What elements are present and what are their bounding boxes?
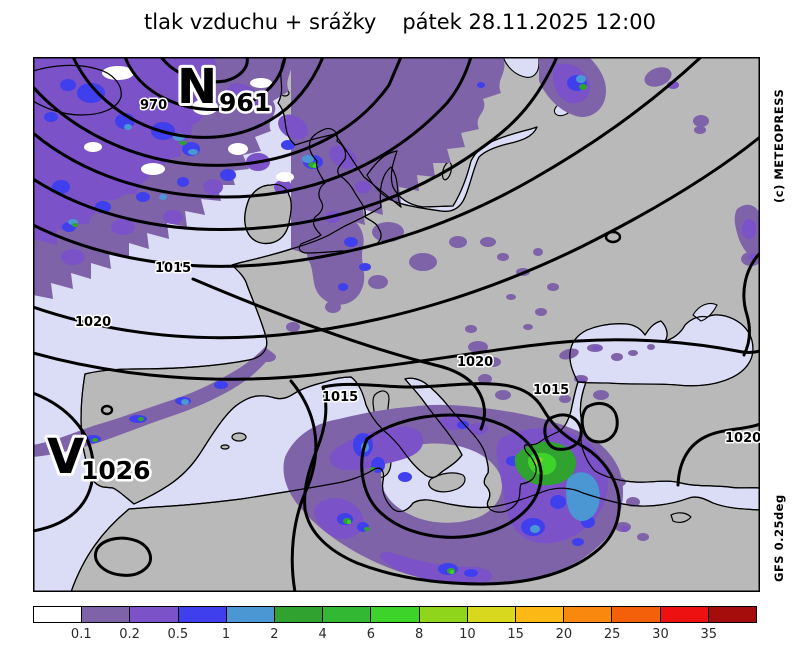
island-ibiza — [220, 444, 230, 450]
isobar — [33, 57, 473, 199]
isobar-label: 1015 — [155, 261, 191, 276]
isobar — [123, 57, 287, 112]
island-mallorca — [231, 432, 247, 442]
colorbar-tick-label: 0.2 — [119, 627, 140, 642]
isobar — [604, 230, 622, 244]
colorbar-tick-label: 4 — [318, 627, 327, 642]
title-datetime: pátek 28.11.2025 12:00 — [402, 10, 656, 34]
isobar-label: 1020 — [457, 355, 493, 370]
isobar — [360, 413, 543, 539]
title-variable: tlak vzduchu + srážky — [144, 10, 377, 34]
colorbar-segment — [516, 607, 565, 622]
colorbar-tick-label: 10 — [459, 627, 476, 642]
colorbar-segment — [660, 607, 709, 622]
isobar — [676, 422, 760, 487]
precip-colorbar-labels: 0.1 0.2 0.5 1 2 4 6 8 10 15 20 25 30 35 — [33, 627, 757, 645]
isobar-label: 1015 — [322, 390, 358, 405]
precip-level-6 — [312, 164, 557, 574]
colorbar-tick-label: 0.1 — [70, 627, 92, 642]
colorbar-segment — [371, 607, 420, 622]
isobar — [33, 135, 760, 340]
colorbar-segment — [34, 607, 83, 622]
colorbar-tick-label: 0.5 — [167, 627, 189, 642]
island-cyprus — [670, 512, 692, 523]
isobar — [33, 57, 703, 268]
colorbar-segment — [708, 607, 757, 622]
colorbar-segment — [612, 607, 661, 622]
copyright-label: (c) METEOPRESS — [772, 88, 786, 203]
isobar — [303, 382, 621, 586]
chart-title: tlak vzduchu + srážky pátek 28.11.2025 12… — [0, 10, 800, 34]
colorbar-segment — [82, 607, 131, 622]
colorbar-tick-label: 30 — [652, 627, 669, 642]
model-label: GFS 0.25deg — [772, 494, 786, 582]
isobar — [100, 404, 114, 416]
isobar-lines — [33, 57, 760, 592]
isobar — [159, 57, 249, 84]
colorbar-segment — [323, 607, 372, 622]
colorbar-tick-label: 2 — [270, 627, 279, 642]
isobar — [71, 57, 325, 139]
isobar — [33, 391, 95, 533]
colorbar-segment — [564, 607, 613, 622]
isobar — [543, 413, 583, 451]
colorbar-tick-label: 20 — [555, 627, 573, 642]
colorbar-tick-label: 8 — [414, 627, 424, 642]
precip-colorbar — [33, 606, 757, 623]
pressure-center-symbol-high: V — [47, 429, 84, 485]
isobar — [33, 338, 760, 381]
isobar-label: 1015 — [533, 383, 569, 398]
isobar — [33, 57, 559, 232]
colorbar-segment — [419, 607, 468, 622]
colorbar-tick-label: 35 — [700, 627, 717, 642]
precip-dry-holes — [84, 66, 294, 182]
island-sicily — [428, 472, 466, 493]
isobar-label: 1020 — [75, 315, 111, 330]
isobar — [742, 251, 760, 357]
isobar — [191, 277, 486, 431]
map-canvas: 970 1015 1020 1015 1020 1015 1020 N 961 V 1026 — [33, 57, 760, 592]
pressure-center-value-high: 1026 — [81, 456, 151, 485]
colorbar-segment — [467, 607, 517, 622]
pressure-center-value-low: 961 — [219, 88, 271, 117]
colorbar-segment — [178, 607, 227, 622]
isobar-label: 970 — [140, 98, 167, 113]
colorbar-tick-label: 1 — [221, 627, 231, 642]
colorbar-segment — [130, 607, 179, 622]
colorbar-tick-label: 25 — [603, 627, 621, 642]
isobar — [289, 379, 318, 592]
colorbar-tick-label: 6 — [366, 627, 375, 642]
pressure-center-symbol-low: N — [177, 59, 217, 115]
isobar — [33, 57, 403, 167]
colorbar-segment — [226, 607, 276, 622]
precipitation-layer — [33, 57, 760, 585]
colorbar-tick-label: 15 — [507, 627, 524, 642]
precip-level-1 — [68, 75, 600, 574]
isobar — [580, 402, 619, 444]
colorbar-segment — [275, 607, 324, 622]
isobar-label: 1020 — [725, 431, 760, 446]
isobar — [94, 536, 153, 577]
